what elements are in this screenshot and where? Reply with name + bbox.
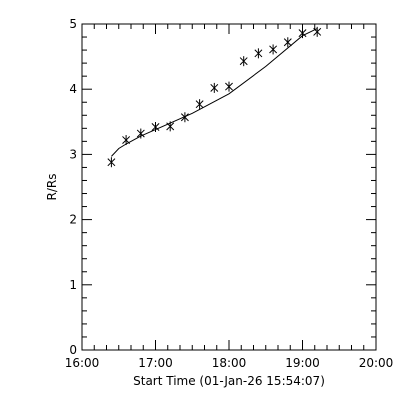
data-point bbox=[122, 135, 131, 146]
x-tick-label: 20:00 bbox=[359, 356, 394, 370]
x-tick-label: 19:00 bbox=[285, 356, 320, 370]
y-axis: 0 1 2 3 4 5 bbox=[69, 17, 376, 357]
plot-frame bbox=[81, 23, 377, 351]
y-tick-label: 2 bbox=[69, 213, 77, 227]
x-tick-label: 16:00 bbox=[65, 356, 100, 370]
y-tick-label: 0 bbox=[69, 343, 77, 357]
x-tick-label: 18:00 bbox=[212, 356, 247, 370]
y-tick-label: 1 bbox=[69, 278, 77, 292]
x-axis-label: Start Time (01-Jan-26 15:54:07) bbox=[133, 374, 325, 388]
data-point bbox=[254, 48, 263, 59]
data-point bbox=[269, 44, 278, 55]
y-tick-label: 4 bbox=[69, 82, 77, 96]
y-axis-label: R/Rs bbox=[45, 174, 59, 201]
x-tick-label: 17:00 bbox=[138, 356, 173, 370]
data-point bbox=[239, 56, 248, 67]
data-point bbox=[166, 121, 175, 132]
data-point bbox=[298, 28, 307, 39]
fit-line bbox=[111, 28, 318, 157]
y-tick-label: 3 bbox=[69, 147, 77, 161]
data-points bbox=[107, 26, 322, 168]
data-point bbox=[225, 81, 233, 92]
data-point bbox=[313, 26, 322, 37]
data-point bbox=[210, 82, 219, 93]
data-point bbox=[151, 122, 160, 133]
data-point bbox=[136, 128, 145, 139]
x-axis: 16:00 17:00 18:00 19:00 20:00 bbox=[65, 24, 394, 370]
data-point bbox=[195, 99, 204, 110]
data-point bbox=[180, 112, 189, 123]
y-tick-label: 5 bbox=[69, 17, 77, 31]
data-point bbox=[107, 157, 116, 168]
data-point bbox=[283, 37, 292, 48]
